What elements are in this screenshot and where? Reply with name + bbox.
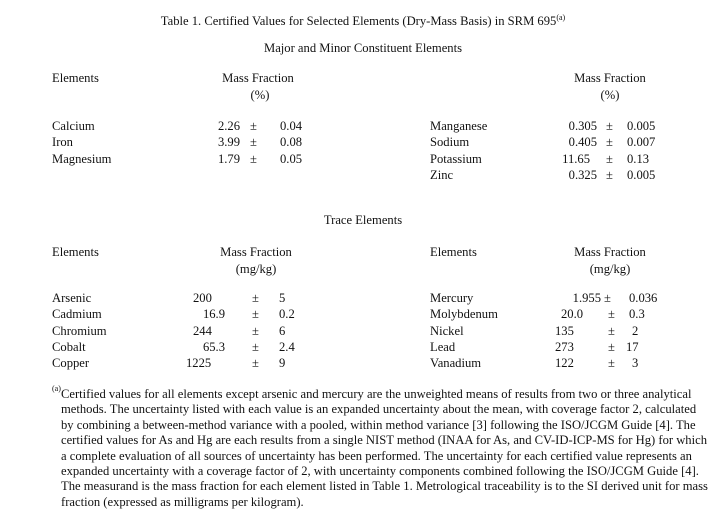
element-name: Lead — [430, 339, 456, 354]
uncertainty: 0.05 — [280, 151, 303, 166]
mass-value: 2.26 — [217, 119, 240, 133]
plus-minus: ± — [250, 151, 257, 166]
footnote-mark: (a) — [52, 384, 61, 393]
mass-value: 0.405 — [568, 135, 597, 150]
element-name: Chromium — [52, 323, 107, 338]
element-name: Nickel — [430, 323, 464, 338]
uncertainty: 0.13 — [627, 151, 650, 166]
footnote-line: a complete evaluation of all sources of … — [61, 448, 692, 463]
plus-minus: ± — [606, 167, 613, 182]
uncertainty: 0.3 — [629, 307, 645, 322]
mass-value: 244 — [193, 323, 212, 338]
major-unit-left: (%) — [250, 88, 270, 102]
mass-value: 273 — [555, 339, 574, 354]
element-name: Copper — [52, 356, 90, 371]
uncertainty: 17 — [626, 339, 639, 354]
trace-heading: Trace Elements — [323, 213, 403, 227]
trace-col-mass-left: Mass Fraction — [220, 245, 292, 259]
uncertainty: 9 — [279, 356, 286, 371]
element-name: Molybdenum — [430, 307, 498, 322]
mass-value: 65.3 — [202, 339, 225, 354]
plus-minus: ± — [606, 135, 613, 150]
mass-value: 1.79 — [217, 151, 240, 166]
mass-value: 16.9 — [202, 307, 225, 322]
mass-value: 135 — [555, 323, 574, 338]
plus-minus: ± — [252, 307, 259, 322]
footnote-line: expanded uncertainty with a coverage fac… — [61, 464, 699, 479]
uncertainty: 0.04 — [280, 119, 303, 133]
element-name: Mercury — [430, 291, 474, 305]
element-name: Manganese — [430, 119, 488, 133]
uncertainty: 0.2 — [279, 307, 295, 322]
mass-value: 0.325 — [568, 167, 597, 182]
plus-minus: ± — [608, 356, 615, 371]
major-col-elements: Elements — [52, 71, 99, 85]
element-name: Sodium — [430, 135, 470, 150]
element-name: Iron — [52, 135, 73, 150]
trace-unit-right: (mg/kg) — [589, 262, 631, 276]
mass-value: 1225 — [186, 356, 212, 371]
element-name: Zinc — [430, 167, 454, 182]
plus-minus: ± — [252, 323, 259, 338]
mass-value: 1.955 — [572, 291, 601, 305]
footnote-line: certified values for As and Hg are each … — [61, 433, 707, 448]
footnote-line: The measurand is the mass fraction for e… — [61, 479, 708, 494]
trace-col-elements-left: Elements — [52, 245, 99, 259]
mass-value: 122 — [555, 356, 574, 371]
trace-unit-left: (mg/kg) — [235, 262, 277, 276]
plus-minus: ± — [252, 356, 259, 371]
uncertainty: 2 — [632, 323, 639, 338]
footnote-line: Certified values for all elements except… — [61, 387, 692, 401]
mass-value: 3.99 — [217, 135, 240, 150]
mass-value: 0.305 — [568, 119, 597, 133]
table-title: Table 1. Certified Values for Selected E… — [160, 13, 566, 28]
element-name: Magnesium — [52, 151, 112, 166]
element-name: Cadmium — [52, 307, 102, 322]
major-heading: Major and Minor Constituent Elements — [264, 41, 462, 55]
element-name: Vanadium — [430, 356, 482, 371]
major-unit-right: (%) — [600, 88, 620, 102]
uncertainty: 0.005 — [627, 119, 656, 133]
uncertainty: 6 — [279, 323, 286, 338]
element-name: Potassium — [430, 151, 482, 166]
plus-minus: ± — [608, 323, 615, 338]
major-col-mass-left: Mass Fraction — [222, 71, 294, 85]
uncertainty: 0.08 — [280, 135, 303, 150]
mass-value: 200 — [193, 291, 212, 305]
mass-value: 11.65 — [562, 151, 590, 166]
footnote-line: fraction (expressed as milligrams per ki… — [61, 494, 304, 509]
mass-value: 20.0 — [561, 307, 584, 322]
element-name: Arsenic — [52, 291, 92, 305]
footnote: Certified values for all elements except… — [61, 387, 708, 510]
footnote-line: by combining a between-method variance w… — [61, 417, 696, 432]
plus-minus: ± — [250, 135, 257, 150]
uncertainty: 0.007 — [627, 135, 656, 150]
plus-minus: ± — [606, 119, 613, 133]
uncertainty: 0.036 — [629, 291, 658, 305]
plus-minus: ± — [608, 339, 615, 354]
trace-col-mass-right: Mass Fraction — [574, 245, 646, 259]
footnote-line: methods. The uncertainty listed with eac… — [61, 402, 697, 417]
plus-minus: ± — [252, 339, 259, 354]
plus-minus: ± — [252, 291, 259, 305]
element-name: Cobalt — [52, 339, 86, 354]
major-col-mass-right: Mass Fraction — [574, 71, 646, 85]
plus-minus: ± — [606, 151, 613, 166]
trace-col-elements-right: Elements — [430, 245, 477, 259]
element-name: Calcium — [52, 119, 95, 133]
uncertainty: 0.005 — [627, 167, 656, 182]
plus-minus: ± — [604, 291, 611, 305]
uncertainty: 3 — [632, 356, 639, 371]
plus-minus: ± — [608, 307, 615, 322]
plus-minus: ± — [250, 119, 257, 133]
uncertainty: 5 — [279, 291, 286, 305]
uncertainty: 2.4 — [279, 339, 295, 354]
